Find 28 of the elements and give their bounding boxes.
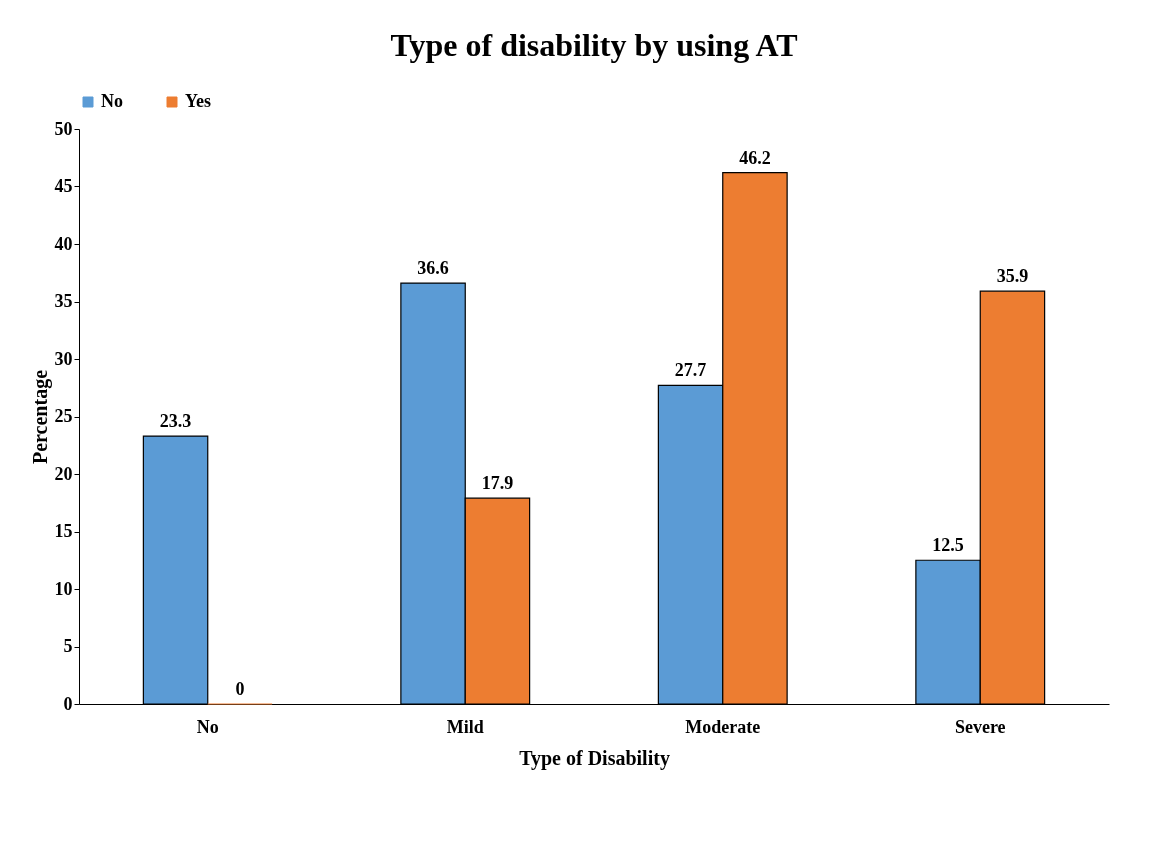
y-tick-label: 30 [54, 348, 73, 369]
data-label: 23.3 [159, 411, 192, 432]
data-label: 27.7 [674, 360, 707, 381]
x-tick-label: Moderate [685, 716, 761, 737]
y-tick-label: 45 [54, 176, 73, 196]
y-tick-label: 10 [54, 578, 73, 599]
y-tick-label: 15 [54, 521, 73, 541]
y-axis-title: Percentage [28, 369, 52, 465]
y-tick-label: 0 [63, 693, 73, 714]
y-tick-label: 5 [63, 636, 73, 656]
y-tick-label: 40 [54, 233, 73, 254]
data-label: 0 [235, 679, 245, 699]
x-tick-label: Mild [446, 716, 484, 737]
y-tick-label: 25 [54, 406, 73, 426]
legend-label: No [101, 91, 123, 111]
data-label: 12.5 [932, 535, 964, 556]
x-tick-label: Severe [954, 716, 1006, 737]
chart-title: Type of disability by using AT [390, 27, 798, 63]
data-label: 36.6 [417, 258, 449, 279]
y-tick-label: 35 [54, 291, 73, 311]
y-tick-label: 20 [54, 463, 73, 484]
data-label: 35.9 [996, 266, 1029, 287]
data-label: 17.9 [481, 473, 514, 494]
x-tick-label: No [196, 716, 219, 737]
y-tick-label: 50 [54, 118, 73, 139]
data-label: 46.2 [739, 147, 771, 168]
x-axis-title: Type of Disability [519, 746, 670, 770]
legend-label: Yes [185, 91, 211, 111]
